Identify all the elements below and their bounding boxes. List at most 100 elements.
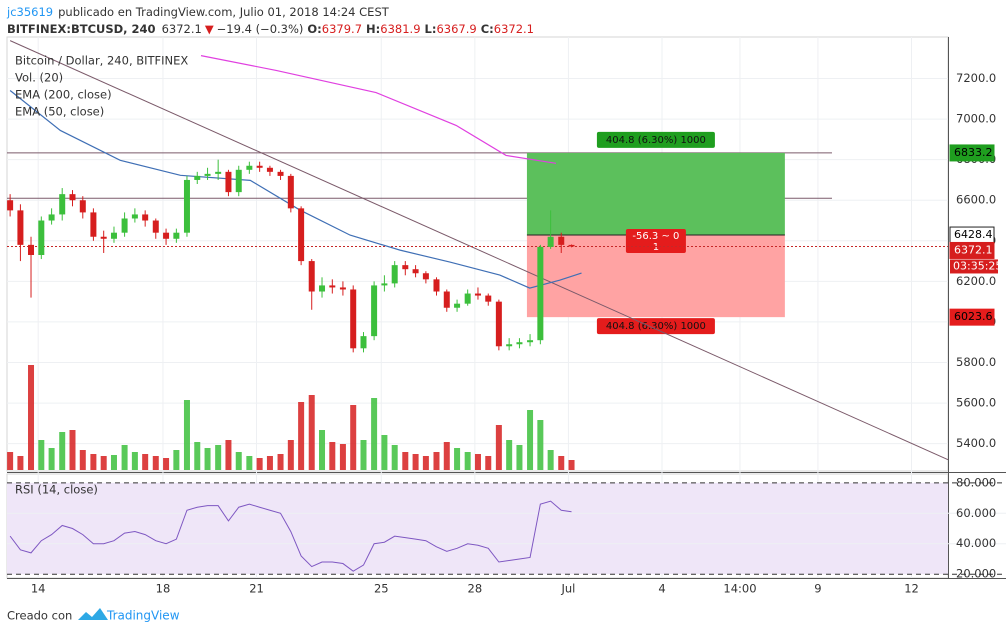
ema-line [9, 90, 582, 289]
candle-body [7, 200, 14, 211]
volume-bar [194, 442, 201, 470]
candle-body [110, 232, 117, 239]
user-link[interactable]: jc35619 [6, 5, 53, 19]
candle-body [90, 212, 97, 237]
volume-bar [443, 442, 450, 470]
candle-body [131, 214, 138, 219]
change-arrow: ▼ [205, 22, 214, 36]
candle-body [287, 175, 294, 209]
volume-bar [173, 450, 180, 470]
countdown: 03:35:25 [953, 259, 1002, 272]
candle-body [329, 285, 336, 288]
candle-body [422, 273, 429, 280]
candle-body [443, 291, 450, 308]
ohlc-value: 6381.9 [380, 22, 420, 36]
candle-body [163, 232, 170, 239]
candle-body [350, 289, 357, 349]
change: −19.4 (−0.3%) [217, 22, 304, 36]
y-tick-label: 5800.0 [956, 355, 996, 369]
volume-bar [308, 395, 315, 470]
candle-body [433, 279, 440, 292]
candle-body [391, 265, 398, 284]
volume-bar [38, 440, 45, 470]
ema-line [200, 55, 557, 164]
candle-body [506, 344, 513, 347]
qty-label: 1 [653, 242, 659, 253]
candle-body [371, 285, 378, 337]
candle-body [360, 336, 367, 349]
target-label: 404.8 (6.30%) 1000 [606, 135, 706, 146]
tradingview-logo[interactable] [78, 608, 108, 620]
countdown-bg [950, 259, 998, 274]
volume-bar [163, 458, 170, 470]
candle-body [537, 246, 544, 341]
candle-body [485, 295, 492, 302]
candle-body [558, 236, 565, 245]
candle-body [256, 165, 263, 168]
volume-bar [350, 405, 357, 470]
target-label-bg [596, 131, 715, 148]
x-tick-label: 28 [468, 582, 483, 596]
y-tick-label: 6600.0 [956, 193, 996, 207]
volume-bar [215, 445, 222, 470]
ohlc-label: C: [481, 22, 494, 36]
candle-body [142, 214, 149, 221]
x-tick-label: 12 [904, 582, 919, 596]
candle-body [402, 265, 409, 270]
header-line: jc35619 publicado en TradingView.com, Jul… [6, 5, 390, 19]
candle-body [204, 173, 211, 176]
stop-label: 404.8 (6.30%) 1000 [606, 321, 706, 332]
volume-bar [319, 430, 326, 470]
volume-bar [516, 445, 523, 470]
footer-brand[interactable]: TradingView [106, 609, 180, 623]
x-tick-label: 25 [374, 582, 389, 596]
volume-bar [506, 440, 513, 470]
volume-bar [402, 452, 409, 470]
ohlc-value: 6367.9 [436, 22, 476, 36]
candle-body [215, 171, 222, 174]
x-tick-label: 9 [814, 582, 821, 596]
volume-bar [17, 456, 24, 470]
volume-bar [287, 440, 294, 470]
legend-entry: EMA (200, close) [15, 88, 112, 102]
volume-bar [422, 456, 429, 470]
pnl-label: -56.3 ~ 0 [632, 231, 679, 242]
ohlc-label: O: [307, 22, 321, 36]
volume-bar [495, 425, 502, 470]
candle-body [235, 169, 242, 193]
ohlc-label: L: [425, 22, 437, 36]
candle-body [308, 261, 315, 292]
volume-bar [474, 454, 481, 470]
rsi-tick-label: 20.000 [956, 567, 996, 581]
volume-bar [256, 458, 263, 470]
candle-body [225, 171, 232, 193]
legend-entry: Bitcoin / Dollar, 240, BITFINEX [15, 54, 188, 68]
volume-bar [79, 450, 86, 470]
ohlc-label: H: [366, 22, 380, 36]
candle-body [319, 285, 326, 292]
candle-body [474, 293, 481, 296]
rsi-legend: RSI (14, close) [15, 483, 98, 497]
x-tick-label: 14:00 [723, 582, 756, 596]
volume-bar [298, 402, 305, 470]
last-price: 6372.1 [162, 22, 202, 36]
volume-bar [235, 452, 242, 470]
trend-line [9, 40, 949, 461]
candle-body [121, 218, 128, 233]
candle-body [17, 210, 24, 245]
volume-bar [485, 456, 492, 470]
footer-text: Creado con [7, 609, 72, 623]
candle-body [59, 194, 66, 215]
stop-tag-bg [949, 308, 995, 326]
legend-entry: EMA (50, close) [15, 105, 104, 119]
volume-bar [433, 452, 440, 470]
volume-bar [59, 432, 66, 470]
volume-bar [90, 454, 97, 470]
target-zone [526, 152, 785, 236]
volume-bar [277, 454, 284, 470]
pnl-bg [625, 229, 686, 254]
volume-bar [371, 398, 378, 470]
candle-body [568, 244, 575, 247]
y-tick-label: 5400.0 [956, 436, 996, 450]
